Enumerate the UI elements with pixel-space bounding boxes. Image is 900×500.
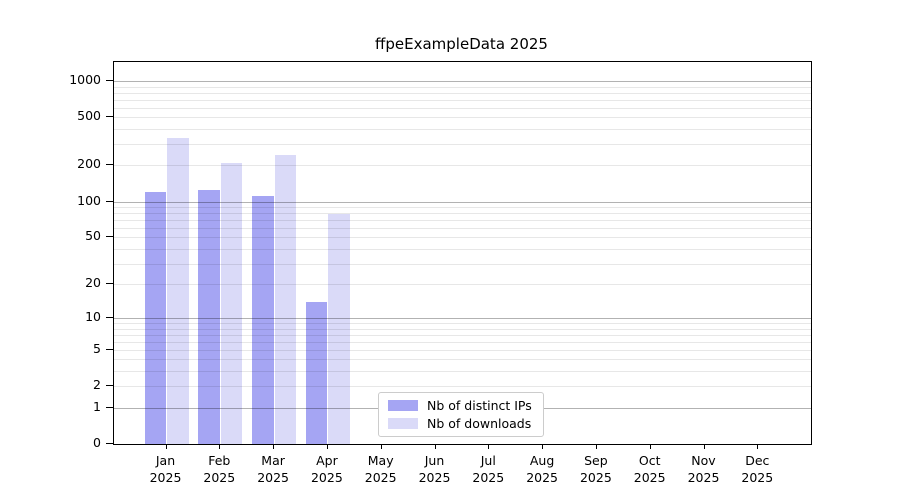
y-tick-mark — [106, 164, 113, 166]
bar-nb-of-distinct-ips-feb-2025 — [198, 190, 220, 444]
bar-nb-of-distinct-ips-jan-2025 — [144, 192, 166, 444]
minor-gridline — [114, 341, 811, 343]
x-tick-mark — [703, 444, 705, 449]
y-tick-mark — [106, 443, 113, 444]
y-tick-label: 500 — [77, 108, 101, 124]
y-tick-mark — [106, 200, 113, 202]
y-tick-label: 10 — [85, 309, 101, 324]
bar-nb-of-downloads-jan-2025 — [167, 138, 189, 444]
minor-gridline — [114, 284, 811, 285]
major-gridline — [114, 201, 811, 203]
x-tick-mark — [542, 444, 544, 449]
x-tick-label: Nov 2025 — [687, 453, 720, 485]
minor-gridline — [114, 237, 811, 239]
minor-gridline — [114, 228, 811, 229]
y-tick-mark — [106, 79, 113, 81]
minor-gridline — [114, 323, 811, 324]
y-tick-mark — [106, 116, 113, 118]
y-tick-label: 2 — [93, 377, 101, 393]
minor-gridline — [114, 248, 811, 250]
minor-gridline — [114, 92, 811, 94]
minor-gridline — [114, 334, 811, 336]
x-tick-label: Sep 2025 — [579, 453, 612, 485]
x-tick-label: Jul 2025 — [472, 453, 505, 485]
major-gridline — [114, 318, 811, 319]
x-tick-label: May 2025 — [364, 453, 397, 485]
minor-gridline — [114, 213, 811, 215]
bar-nb-of-distinct-ips-apr-2025 — [305, 301, 328, 444]
legend-row-distinct-ips: Nb of distinct IPs — [379, 398, 543, 413]
minor-gridline — [114, 207, 811, 208]
x-tick-mark — [757, 444, 759, 449]
y-tick-mark — [106, 236, 113, 238]
legend-swatch-downloads — [388, 418, 418, 429]
chart-title: ffpeExampleData 2025 — [375, 35, 548, 53]
minor-gridline — [114, 386, 811, 388]
x-tick-label: Oct 2025 — [633, 453, 666, 485]
y-tick-mark — [106, 406, 113, 408]
y-tick-label: 0 — [93, 435, 101, 450]
x-tick-label: Dec 2025 — [741, 453, 774, 485]
minor-gridline — [114, 107, 811, 109]
y-tick-label: 1 — [93, 398, 101, 414]
minor-gridline — [114, 263, 811, 265]
bar-nb-of-downloads-mar-2025 — [274, 154, 297, 444]
plot-area — [113, 61, 812, 445]
x-tick-mark — [219, 444, 221, 449]
minor-gridline — [114, 349, 811, 351]
x-tick-mark — [488, 444, 490, 449]
y-tick-label: 200 — [77, 156, 101, 172]
legend-row-downloads: Nb of downloads — [379, 416, 543, 431]
y-tick-label: 20 — [85, 275, 101, 290]
minor-gridline — [114, 86, 811, 88]
bar-nb-of-downloads-feb-2025 — [220, 162, 243, 444]
minor-gridline — [114, 144, 811, 146]
y-tick-mark — [106, 283, 113, 284]
bar-nb-of-downloads-apr-2025 — [328, 214, 350, 444]
x-tick-label: Mar 2025 — [257, 453, 289, 485]
minor-gridline — [114, 117, 811, 119]
x-tick-mark — [165, 444, 167, 449]
y-tick-label: 100 — [77, 192, 101, 208]
major-gridline — [114, 80, 811, 82]
legend-label-distinct-ips: Nb of distinct IPs — [427, 398, 532, 413]
legend-swatch-distinct-ips — [388, 400, 418, 411]
y-tick-label: 50 — [85, 228, 101, 244]
legend-label-downloads: Nb of downloads — [427, 416, 532, 431]
x-tick-mark — [649, 444, 651, 449]
minor-gridline — [114, 359, 811, 361]
x-tick-label: Apr 2025 — [310, 453, 343, 485]
y-tick-label: 1000 — [69, 71, 101, 87]
legend: Nb of distinct IPs Nb of downloads — [378, 392, 544, 437]
x-tick-mark — [380, 444, 382, 449]
minor-gridline — [114, 165, 811, 167]
y-tick-mark — [106, 348, 113, 350]
minor-gridline — [114, 99, 811, 101]
x-tick-mark — [595, 444, 597, 449]
x-tick-label: Aug 2025 — [526, 453, 558, 485]
x-tick-mark — [434, 444, 436, 449]
minor-gridline — [114, 371, 811, 373]
x-tick-label: Jun 2025 — [418, 453, 451, 485]
y-tick-mark — [106, 385, 113, 387]
x-tick-mark — [326, 444, 328, 449]
y-tick-mark — [106, 317, 113, 318]
x-tick-label: Jan 2025 — [149, 453, 182, 485]
bar-nb-of-distinct-ips-mar-2025 — [252, 195, 274, 444]
minor-gridline — [114, 220, 811, 221]
minor-gridline — [114, 328, 811, 330]
x-tick-label: Feb 2025 — [203, 453, 236, 485]
y-tick-label: 5 — [93, 340, 101, 356]
x-tick-mark — [273, 444, 275, 449]
minor-gridline — [114, 129, 811, 130]
